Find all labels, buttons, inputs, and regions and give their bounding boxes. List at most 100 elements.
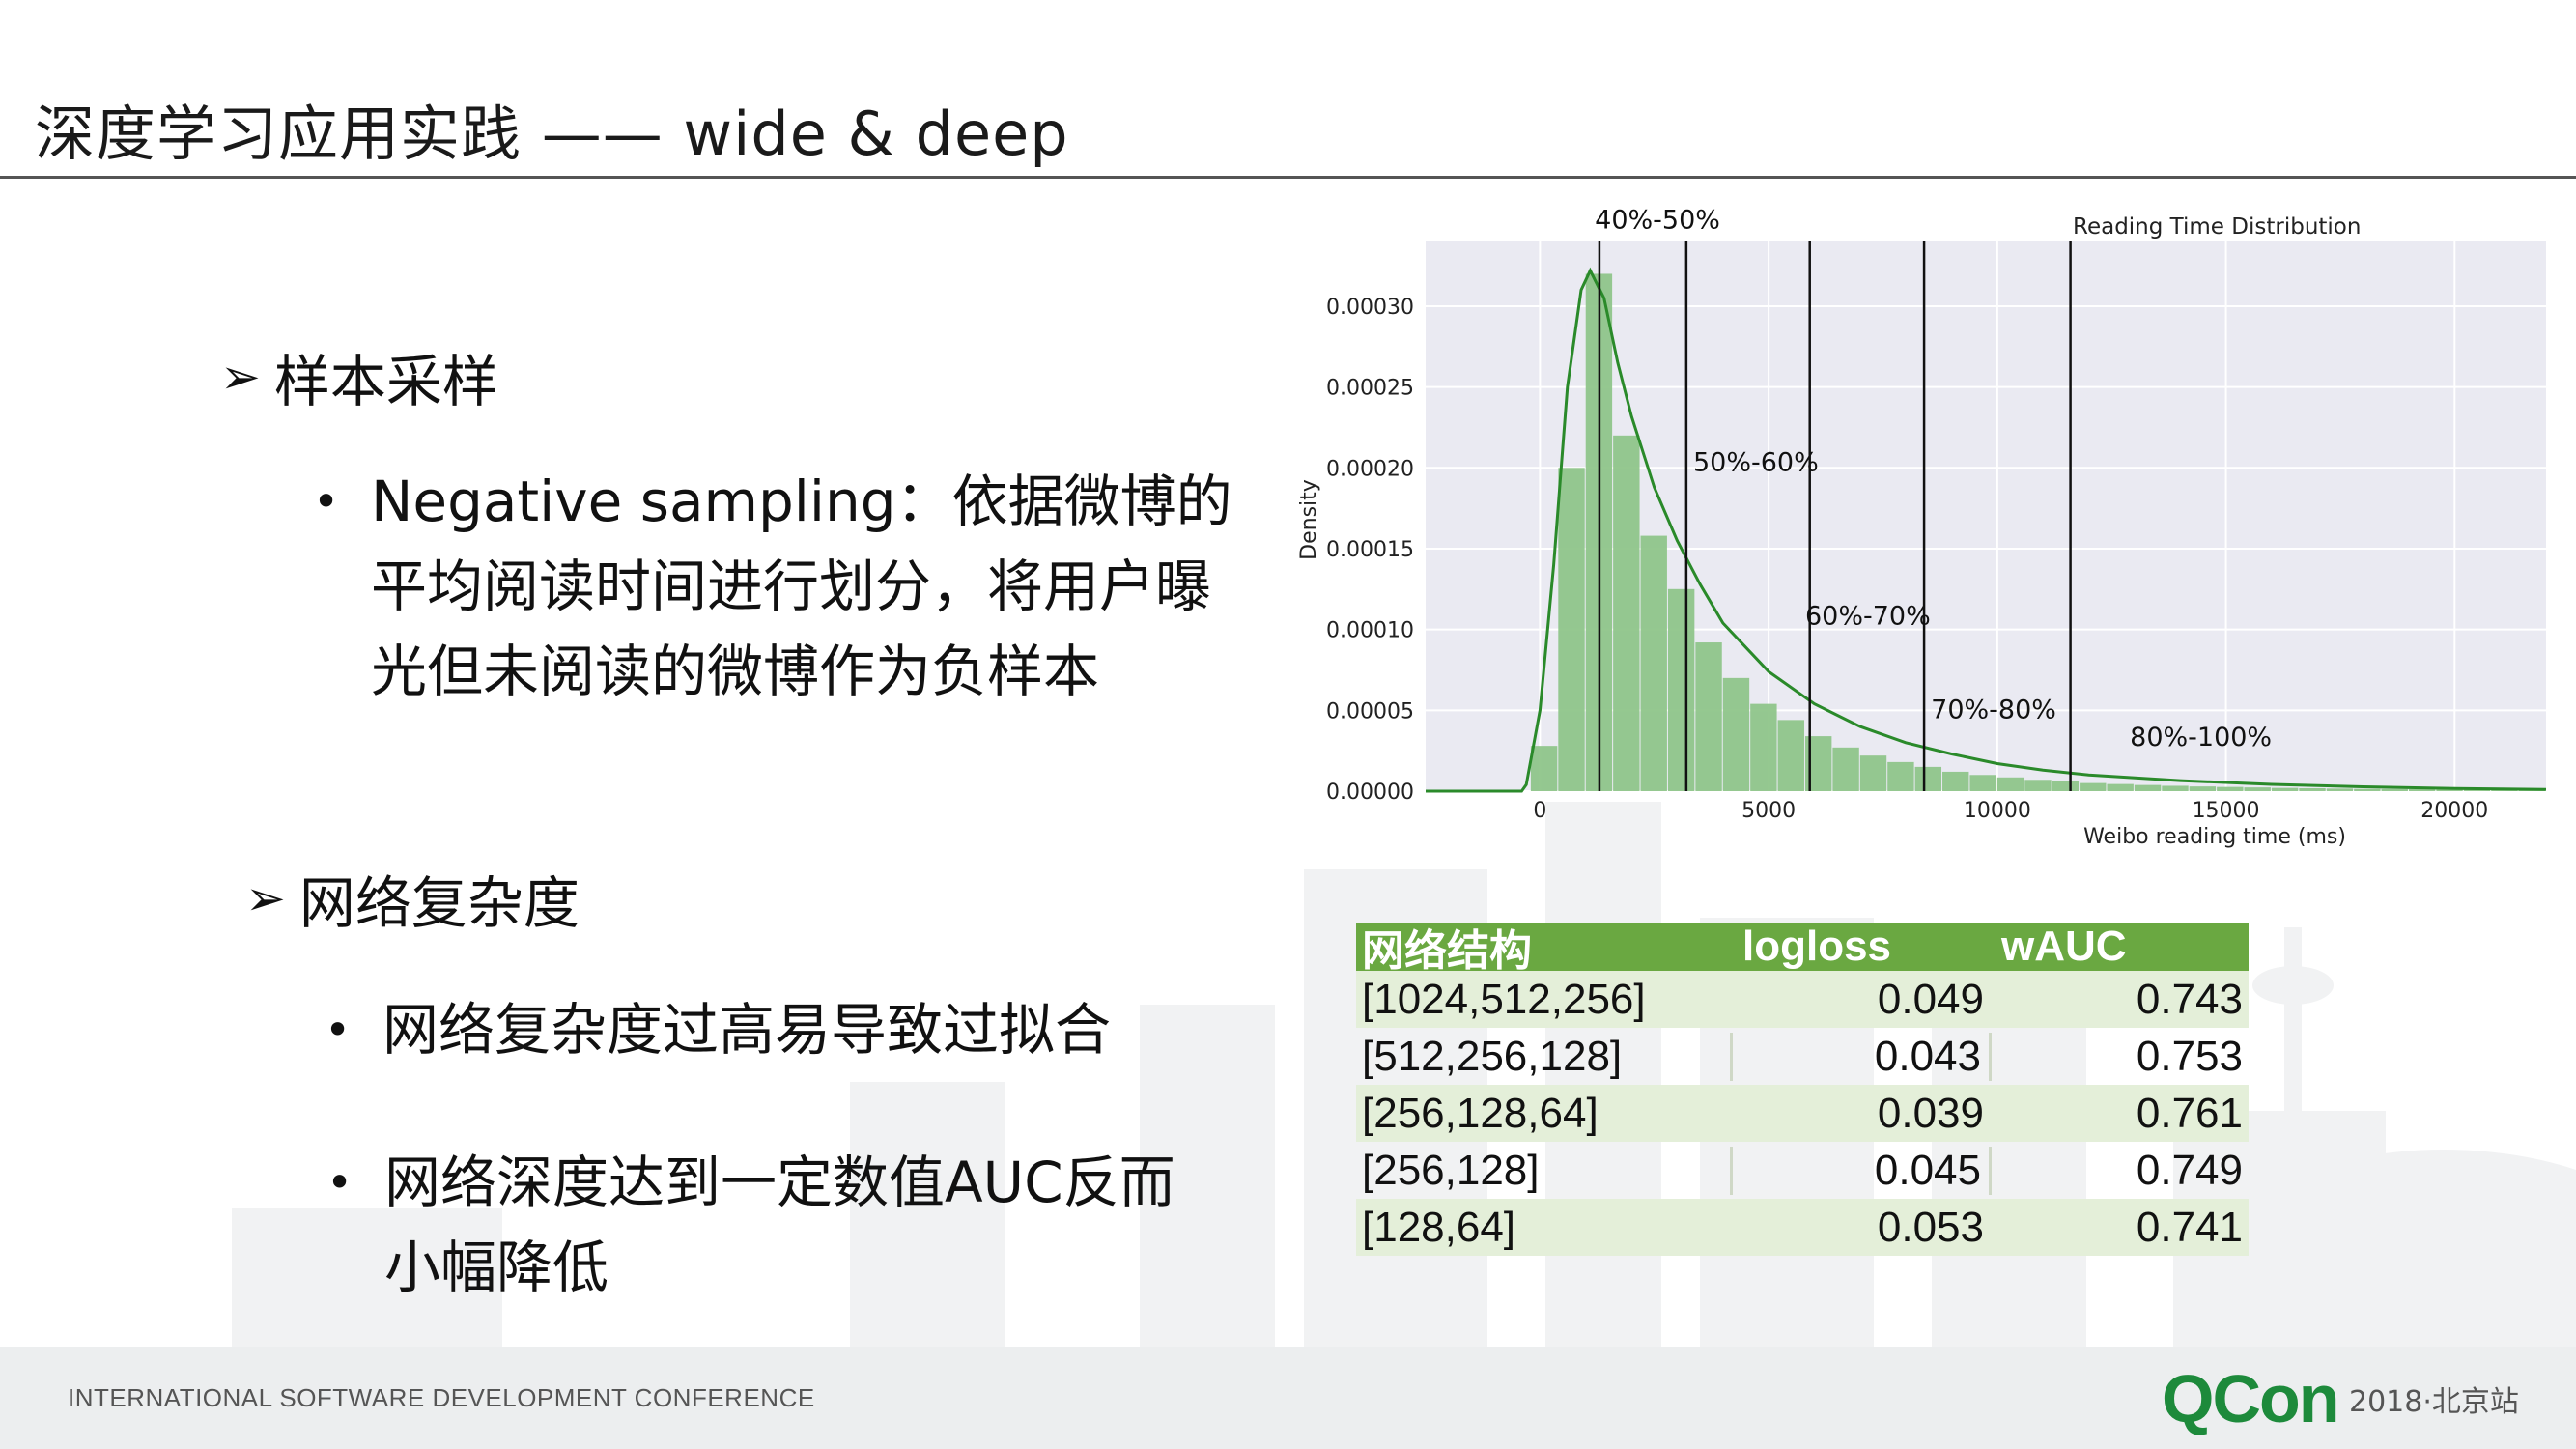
histogram-bar — [2024, 780, 2052, 791]
histogram-bar — [1750, 703, 1777, 791]
percentile-annotation: 50%-60% — [1693, 448, 1819, 478]
histogram-bar — [1942, 771, 1969, 791]
x-tick-label: 10000 — [1964, 799, 2031, 823]
y-tick-label: 0.00030 — [1326, 296, 1414, 320]
histogram-bar — [1695, 642, 1722, 791]
histogram-bar — [2463, 789, 2491, 791]
histogram-bar — [2271, 787, 2299, 791]
x-tick-label: 5000 — [1741, 799, 1796, 823]
histogram-bar — [1832, 747, 1859, 791]
y-tick-label: 0.00025 — [1326, 377, 1414, 401]
title-divider — [0, 176, 2576, 179]
section-label: 样本采样 — [273, 349, 498, 414]
histogram-bar — [1722, 677, 1750, 791]
y-axis-label: Density — [1297, 479, 1321, 560]
percentile-annotation: 60%-70% — [1805, 602, 1931, 632]
cell-wauc: 0.749 — [2136, 1146, 2243, 1194]
y-tick-label: 0.00005 — [1326, 699, 1414, 724]
y-tick-label: 0.00010 — [1326, 619, 1414, 643]
section-complexity: ➢ 网络复杂度 — [245, 858, 580, 939]
cell-structure: [1024,512,256] — [1362, 975, 1646, 1023]
histogram-bar — [2299, 787, 2326, 791]
histogram-bar — [1558, 468, 1585, 791]
histogram-bar — [1667, 588, 1695, 791]
footer-bar — [0, 1347, 2576, 1449]
conference-name: INTERNATIONAL SOFTWARE DEVELOPMENT CONFE… — [68, 1383, 815, 1412]
y-tick-label: 0.00020 — [1326, 457, 1414, 481]
histogram-bar — [1996, 777, 2024, 791]
cell-logloss: 0.039 — [1877, 1089, 1984, 1137]
bullet-line: 小幅降低 — [384, 1235, 609, 1300]
cell-wauc: 0.753 — [2136, 1032, 2243, 1080]
slide-title: 深度学习应用实践 —— wide & deep — [35, 99, 1069, 169]
cell-logloss: 0.043 — [1733, 1032, 1992, 1081]
histogram-bar — [1887, 761, 1914, 791]
y-tick-label: 0.00015 — [1326, 538, 1414, 562]
histogram-bar — [2381, 788, 2408, 791]
table-row: [128,64] 0.053 0.741 — [1356, 1199, 2249, 1256]
cell-logloss: 0.049 — [1877, 975, 1984, 1023]
arrow-bullet-icon: ➢ — [245, 870, 286, 926]
arrow-bullet-icon: ➢ — [220, 349, 261, 405]
bullet-dot-icon: • — [313, 475, 340, 527]
bullet-dot-icon: • — [326, 1156, 354, 1208]
cell-structure: [512,256,128] — [1356, 1032, 1733, 1081]
chart-title: Reading Time Distribution — [2073, 214, 2361, 240]
table-row: [256,128] 0.045 0.749 — [1356, 1142, 2249, 1199]
table-row: [512,256,128] 0.043 0.753 — [1356, 1028, 2249, 1085]
histogram-bar — [2244, 787, 2271, 791]
histogram-bar — [1859, 755, 1887, 791]
x-axis-label: Weibo reading time (ms) — [2083, 825, 2346, 849]
histogram-bar — [2217, 786, 2244, 791]
histogram-bar — [2408, 788, 2436, 791]
bullet-depth-auc: • 网络深度达到一定数值AUC反而 小幅降低 — [326, 1140, 1175, 1310]
x-tick-label: 15000 — [2193, 799, 2260, 823]
section-sampling: ➢ 样本采样 — [220, 336, 498, 417]
cell-structure: [128,64] — [1362, 1203, 1516, 1251]
histogram-bar — [2134, 784, 2162, 791]
qcon-edition: 2018·北京站 — [2349, 1385, 2519, 1419]
cell-wauc: 0.741 — [2136, 1203, 2243, 1251]
histogram-bar — [2052, 781, 2080, 791]
table-row: [256,128,64] 0.039 0.761 — [1356, 1085, 2249, 1142]
histogram-bar — [1613, 435, 1640, 791]
table-row: [1024,512,256] 0.049 0.743 — [1356, 971, 2249, 1028]
bullet-line: 网络深度达到一定数值AUC反而 — [384, 1150, 1175, 1215]
x-tick-label: 0 — [1533, 799, 1546, 823]
cell-structure: [256,128,64] — [1362, 1089, 1599, 1137]
percentile-annotation: 80%-100% — [2130, 723, 2272, 753]
cell-logloss: 0.045 — [1733, 1146, 1992, 1195]
reading-time-chart: 0 5000 10000 15000 20000 0.00000 0.00005 0.0001… — [1297, 206, 2547, 849]
bullet-overfitting: • 网络复杂度过高易导致过拟合 — [325, 987, 1112, 1072]
histogram-bar — [1530, 746, 1558, 791]
histogram-bar — [1914, 766, 1942, 791]
bullet-line: 光但未阅读的微博作为负样本 — [371, 639, 1100, 704]
section-label: 网络复杂度 — [298, 870, 580, 936]
percentile-annotation: 70%-80% — [1931, 696, 2056, 725]
bullet-line: Negative sampling：依据微博的 — [371, 469, 1232, 534]
header-structure: 网络结构 — [1362, 927, 1532, 975]
histogram-bar — [1640, 535, 1667, 791]
cell-logloss: 0.053 — [1877, 1203, 1984, 1251]
bullet-dot-icon: • — [325, 1004, 352, 1056]
histogram-bar — [1969, 775, 1996, 791]
histogram-bar — [2107, 783, 2134, 791]
density-curve — [1426, 267, 2547, 793]
cell-wauc: 0.743 — [2136, 975, 2243, 1023]
percentile-annotation: 40%-50% — [1595, 206, 1720, 236]
table-header-row: 网络结构 logloss wAUC — [1356, 923, 2249, 975]
cell-structure: [256,128] — [1356, 1146, 1733, 1195]
y-tick-label: 0.00000 — [1326, 781, 1414, 805]
histogram-bar — [2189, 786, 2217, 791]
histogram-bar — [2326, 788, 2354, 791]
histogram-bar — [2354, 788, 2381, 791]
histogram-bar — [2436, 789, 2463, 791]
bullet-line: 平均阅读时间进行划分，将用户曝 — [371, 554, 1212, 619]
bullet-line: 网络复杂度过高易导致过拟合 — [382, 997, 1112, 1063]
network-results-table: 网络结构 logloss wAUC [1024,512,256] 0.049 0… — [1356, 923, 2249, 1256]
header-logloss: logloss — [1742, 923, 1892, 970]
histogram-bar — [2080, 782, 2107, 791]
cell-wauc: 0.761 — [2136, 1089, 2243, 1137]
x-tick-label: 20000 — [2420, 799, 2488, 823]
histogram-bar — [2162, 785, 2189, 791]
